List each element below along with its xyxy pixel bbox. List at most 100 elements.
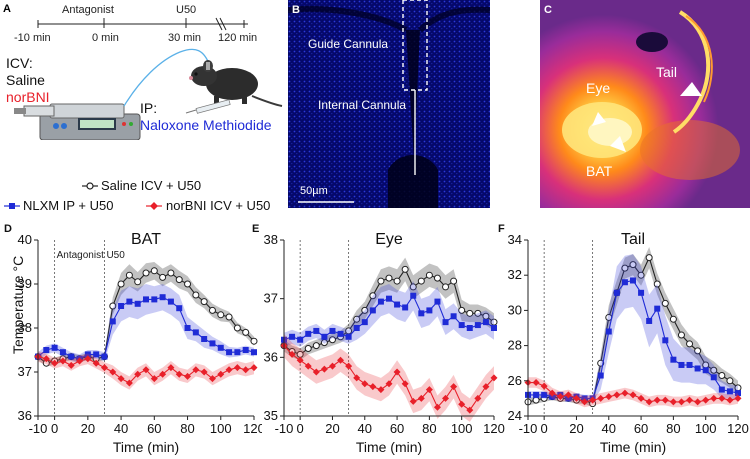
point-tail-norbni xyxy=(564,391,572,399)
point-eye-saline xyxy=(401,265,409,273)
point-eye-nlxm xyxy=(442,319,449,326)
point-eye-norbni xyxy=(312,368,320,376)
y-tick-label-bat: 39 xyxy=(18,276,32,291)
panel-f-label: F xyxy=(498,223,505,235)
eye-arrow-icon xyxy=(592,112,606,126)
point-tail-nlxm xyxy=(735,390,741,397)
y-tick-label-eye: 37 xyxy=(264,291,278,306)
point-tail-norbni xyxy=(686,396,694,404)
point-eye-saline xyxy=(425,271,433,279)
point-bat-nlxm xyxy=(192,329,199,336)
tail-label: Tail xyxy=(656,64,678,80)
panel-e-label: E xyxy=(252,223,259,235)
point-tail-nlxm xyxy=(654,305,661,312)
panel-c-label: C xyxy=(544,4,552,16)
point-bat-norbni xyxy=(51,359,59,367)
point-tail-norbni xyxy=(694,398,702,406)
point-bat-saline xyxy=(175,276,183,284)
point-bat-saline xyxy=(109,302,117,310)
icv-title: ICV: xyxy=(6,55,33,71)
y-tick-label-bat: 36 xyxy=(18,408,32,423)
point-eye-norbni xyxy=(296,356,304,364)
point-bat-nlxm xyxy=(143,296,149,303)
guide-cannula-label: Guide Cannula xyxy=(308,37,389,51)
point-tail-norbni xyxy=(702,396,710,404)
point-tail-norbni xyxy=(556,393,564,401)
point-tail-norbni xyxy=(645,398,653,406)
point-bat-nlxm xyxy=(251,349,257,356)
x-tick-label-bat: 100 xyxy=(210,421,232,436)
point-bat-norbni xyxy=(42,355,50,363)
point-tail-nlxm xyxy=(670,356,677,363)
point-eye-saline xyxy=(328,336,336,344)
point-bat-norbni xyxy=(76,357,84,365)
point-eye-norbni xyxy=(361,380,369,388)
point-bat-norbni xyxy=(217,370,225,378)
point-eye-nlxm xyxy=(345,333,352,340)
chart-tail: F Tail 24 26 28 30 32 34 -10 0 20 40 60 80 100 120 Time … xyxy=(498,223,749,455)
point-eye-nlxm xyxy=(297,336,304,343)
point-eye-norbni xyxy=(353,374,361,382)
point-tail-nlxm xyxy=(662,337,669,344)
point-bat-saline xyxy=(208,306,216,314)
point-bat-saline xyxy=(242,328,250,336)
panel-b-label: B xyxy=(292,4,300,16)
point-eye-norbni xyxy=(433,403,441,411)
point-bat-norbni xyxy=(109,368,117,376)
point-tail-norbni xyxy=(629,391,637,399)
icv-norbni-label: norBNI xyxy=(6,89,50,105)
point-bat-norbni xyxy=(150,375,158,383)
x-tick-label-eye: 20 xyxy=(325,421,339,436)
point-eye-nlxm xyxy=(394,301,401,308)
point-bat-saline xyxy=(233,324,241,332)
point-bat-norbni xyxy=(208,375,216,383)
point-eye-saline xyxy=(458,306,466,314)
point-bat-saline xyxy=(125,271,133,279)
point-tail-nlxm xyxy=(605,328,612,335)
x-tick-label-bat: 0 xyxy=(51,421,58,436)
x-tick-label-eye: 60 xyxy=(390,421,404,436)
x-axis-label-bat: Time (min) xyxy=(113,439,179,455)
x-axis-label-tail: Time (min) xyxy=(600,439,666,455)
point-tail-nlxm xyxy=(686,361,693,368)
ventricle xyxy=(388,155,438,208)
point-bat-saline xyxy=(150,267,158,275)
chart-title-bat: BAT xyxy=(131,231,161,248)
point-eye-nlxm xyxy=(434,298,441,305)
panel-a-graphic xyxy=(14,17,283,140)
point-bat-norbni xyxy=(159,370,167,378)
point-eye-norbni xyxy=(304,362,312,370)
point-bat-norbni xyxy=(92,359,100,367)
point-bat-nlxm xyxy=(151,296,158,303)
chart-title-eye: Eye xyxy=(375,231,403,248)
point-eye-nlxm xyxy=(329,327,336,334)
point-bat-norbni xyxy=(184,372,192,380)
y-tick-label-eye: 38 xyxy=(264,232,278,247)
point-tail-saline xyxy=(718,372,726,380)
timeline-tick-label-0: 0 min xyxy=(92,32,119,44)
annotation-u50: U50 xyxy=(106,250,125,261)
point-eye-norbni xyxy=(385,380,393,388)
point-tail-nlxm xyxy=(541,391,548,398)
y-tick-label-eye: 35 xyxy=(264,408,278,423)
point-eye-saline xyxy=(474,309,482,317)
point-bat-norbni xyxy=(250,364,258,372)
point-tail-norbni xyxy=(548,389,556,397)
point-eye-saline xyxy=(433,274,441,282)
tail-arrow-icon xyxy=(680,82,702,96)
point-bat-nlxm xyxy=(217,344,224,351)
point-tail-nlxm xyxy=(726,388,733,395)
point-eye-nlxm xyxy=(353,325,360,331)
point-bat-nlxm xyxy=(226,349,233,356)
point-eye-norbni xyxy=(393,368,401,376)
point-eye-norbni xyxy=(401,380,409,388)
ip-title: IP: xyxy=(140,100,158,116)
point-bat-nlxm xyxy=(176,305,183,312)
x-tick-label-bat: 80 xyxy=(180,421,194,436)
point-eye-nlxm xyxy=(482,319,489,326)
point-eye-nlxm xyxy=(491,325,497,331)
point-eye-saline xyxy=(353,315,361,323)
point-tail-saline xyxy=(726,377,734,385)
point-bat-saline xyxy=(167,269,175,277)
y-tick-label-tail: 32 xyxy=(508,267,522,282)
